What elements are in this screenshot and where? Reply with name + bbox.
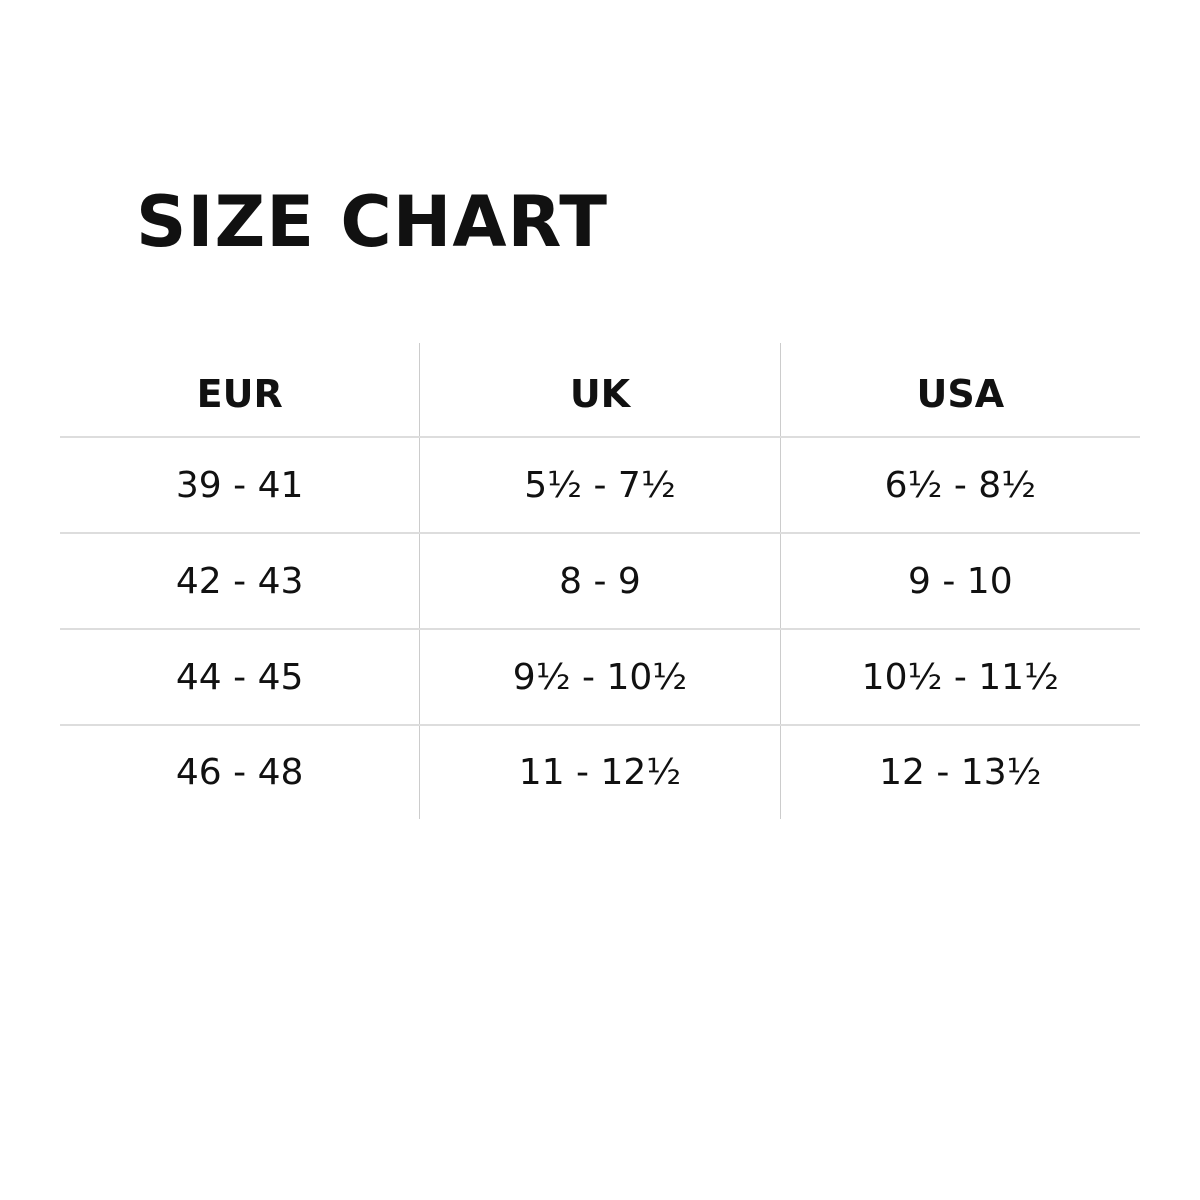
size-table: EUR UK USA 39 - 41 5½ - 7½ 6½ - 8½ 42 - … bbox=[60, 343, 1140, 819]
cell-usa: 9 - 10 bbox=[779, 534, 1140, 628]
cell-usa: 6½ - 8½ bbox=[779, 438, 1140, 532]
cell-uk: 8 - 9 bbox=[419, 534, 779, 628]
table-row: 39 - 41 5½ - 7½ 6½ - 8½ bbox=[60, 438, 1140, 534]
cell-eur: 44 - 45 bbox=[175, 656, 304, 698]
cell-uk: 9½ - 10½ bbox=[419, 630, 779, 724]
table-row: 46 - 48 11 - 12½ 12 - 13½ bbox=[60, 726, 1140, 819]
table-header-row: EUR UK USA bbox=[60, 343, 1140, 438]
cell-usa: 10½ - 11½ bbox=[779, 630, 1140, 724]
header-eur: EUR bbox=[196, 371, 283, 416]
cell-eur: 46 - 48 bbox=[175, 752, 304, 793]
cell-uk: 5½ - 7½ bbox=[419, 438, 779, 532]
cell-uk: 11 - 12½ bbox=[419, 726, 779, 819]
table-row: 42 - 43 8 - 9 9 - 10 bbox=[60, 534, 1140, 630]
page-title: SIZE CHART bbox=[136, 181, 609, 263]
cell-eur: 42 - 43 bbox=[175, 560, 304, 602]
cell-eur: 39 - 41 bbox=[175, 464, 304, 506]
header-uk: UK bbox=[419, 343, 779, 436]
table-row: 44 - 45 9½ - 10½ 10½ - 11½ bbox=[60, 630, 1140, 726]
cell-usa: 12 - 13½ bbox=[779, 726, 1140, 819]
header-usa: USA bbox=[779, 343, 1140, 436]
